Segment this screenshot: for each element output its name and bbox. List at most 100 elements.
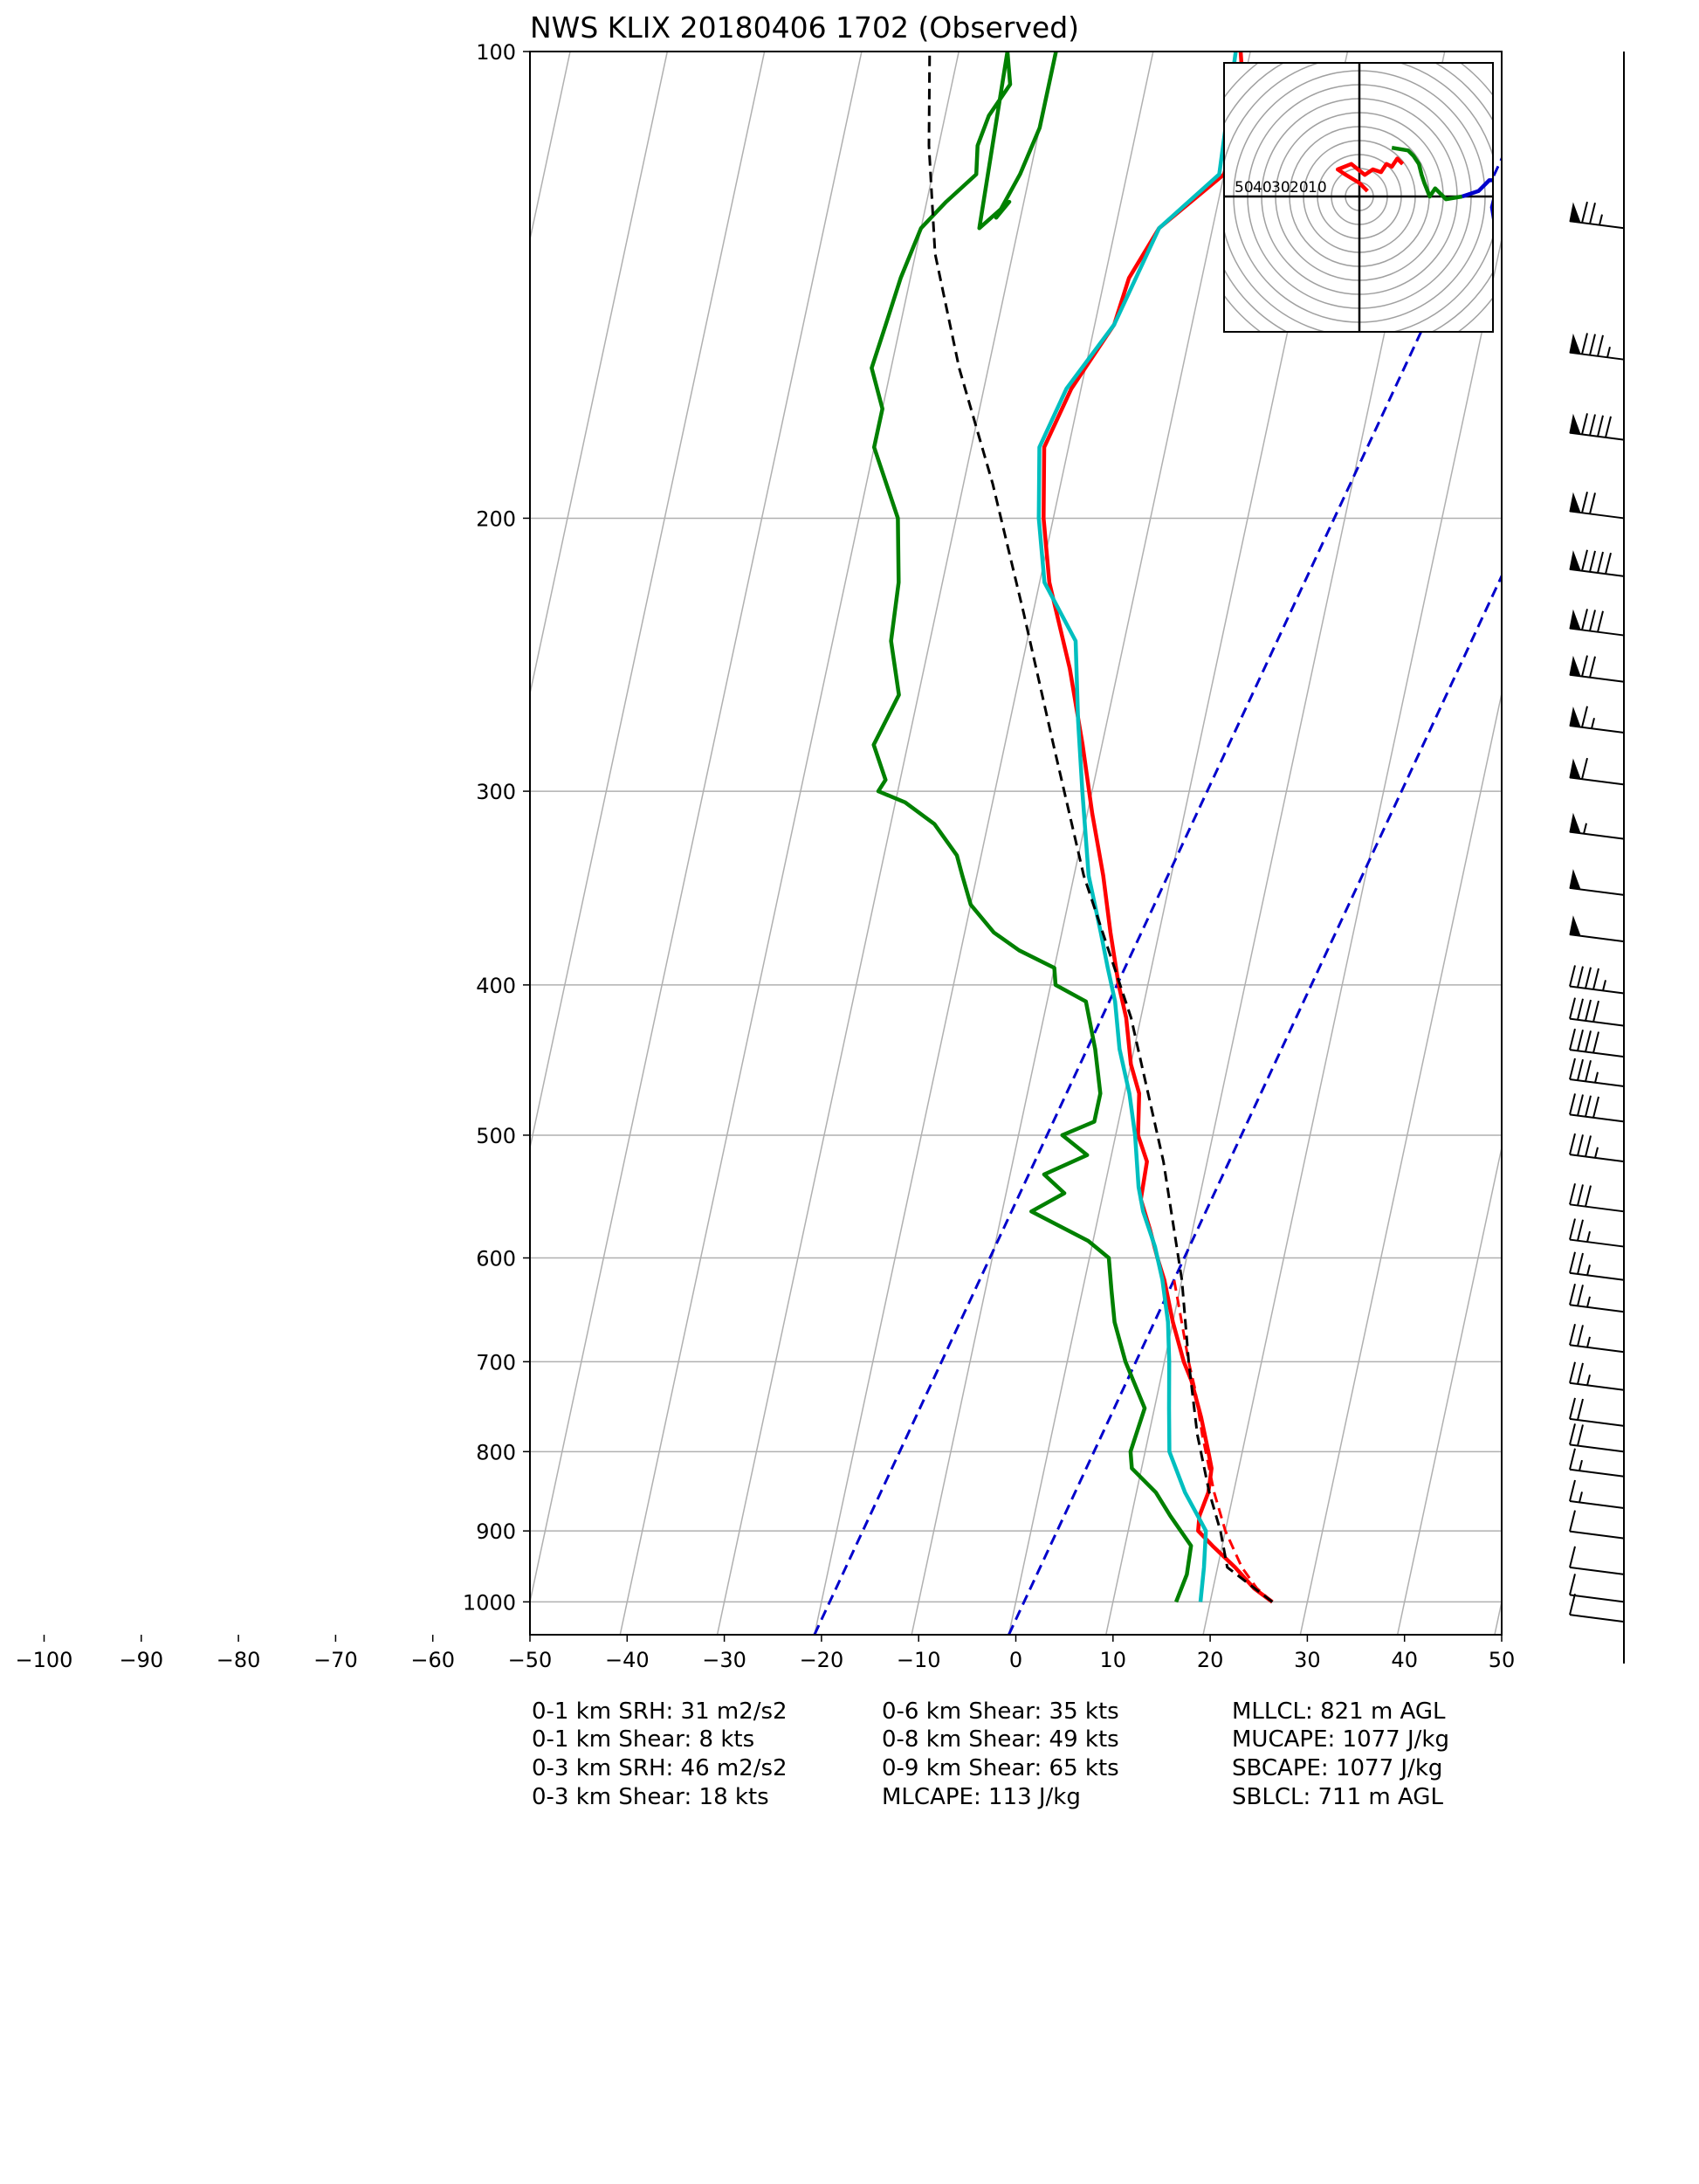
temperature-tick-label: −30 — [702, 1648, 746, 1672]
shear-0-3km: 0-3 km Shear: 18 kts — [532, 1784, 769, 1810]
wind-barb — [1569, 1448, 1625, 1478]
mlcape: MLCAPE: 113 J/kg — [882, 1784, 1081, 1810]
isotherm — [134, 52, 473, 1635]
pressure-tick-label: 900 — [476, 1519, 516, 1544]
temperature-tick-label: 30 — [1294, 1648, 1321, 1672]
wind-barb — [1569, 1133, 1625, 1163]
hodograph-ring-label: 40 — [1253, 179, 1272, 196]
isotherm — [530, 52, 766, 1151]
mixing-ratio-line-1 — [813, 155, 1502, 1635]
wind-barb — [1569, 1028, 1625, 1058]
wind-barb — [1569, 1093, 1625, 1123]
hodograph-trace-3 — [1462, 178, 1493, 224]
shear-0-1km: 0-1 km Shear: 8 kts — [532, 1726, 754, 1753]
hodograph-ring-label: 50 — [1235, 179, 1254, 196]
temperature-tick-label: 40 — [1391, 1648, 1418, 1672]
wind-barb — [1569, 492, 1625, 520]
isotherm — [530, 52, 863, 1605]
wind-barb — [1569, 965, 1625, 995]
wind-barb — [1569, 1251, 1625, 1281]
shear-0-6km: 0-6 km Shear: 35 kts — [882, 1698, 1119, 1725]
pressure-tick-label: 200 — [476, 506, 516, 531]
isotherm — [1494, 1598, 1502, 1635]
indices-col-3: MLLCL: 821 m AGL MUCAPE: 1077 J/kg SBCAP… — [1232, 1698, 1449, 1810]
isotherm — [37, 52, 375, 1635]
indices-col-1: 0-1 km SRH: 31 m2/s2 0-1 km Shear: 8 kts… — [532, 1698, 788, 1810]
sblcl: SBLCL: 711 m AGL — [1232, 1784, 1443, 1810]
temperature-tick-label: −100 — [16, 1648, 73, 1672]
profile-series-4 — [870, 52, 1193, 1603]
hodograph-ring-label: 30 — [1271, 179, 1290, 196]
isotherm — [530, 52, 571, 243]
pressure-tick-label: 300 — [476, 780, 516, 804]
indices-panel: 0-1 km SRH: 31 m2/s2 0-1 km Shear: 8 kts… — [532, 1698, 1449, 1810]
wind-barb — [1569, 1593, 1625, 1623]
wind-barb — [1569, 1510, 1625, 1540]
mllcl: MLLCL: 821 m AGL — [1232, 1698, 1446, 1725]
pressure-tick-label: 800 — [476, 1440, 516, 1464]
mixing-ratio-lines — [813, 155, 1502, 1635]
isotherm — [1396, 1144, 1502, 1635]
wind-barb — [1569, 549, 1625, 577]
wind-barb — [1569, 1546, 1625, 1575]
wind-barb — [1569, 997, 1625, 1027]
temperature-tick-label: −70 — [313, 1648, 358, 1672]
profile-series-5 — [927, 52, 1274, 1603]
hodograph: 50 40 30 20 10 — [1223, 62, 1494, 333]
isotherm — [0, 52, 182, 1635]
pressure-tick-label: 700 — [476, 1350, 516, 1374]
pressure-tick-label: 600 — [476, 1247, 516, 1271]
temperature-tick-label: −90 — [119, 1648, 163, 1672]
hodograph-ring-label: 20 — [1290, 179, 1309, 196]
hodograph-frame — [1223, 62, 1494, 333]
wind-barb — [1569, 1058, 1625, 1087]
shear-0-8km: 0-8 km Shear: 49 kts — [882, 1726, 1119, 1753]
hodograph-trace-1 — [1335, 156, 1405, 193]
hodograph-ring-label: 10 — [1308, 179, 1327, 196]
mixing-ratio-line-2 — [1008, 573, 1502, 1635]
wind-barb — [1569, 706, 1625, 734]
isotherm — [814, 52, 1154, 1635]
wind-barb — [1569, 1183, 1625, 1213]
temperature-axis: −100 −90 −80 −70 −60 −50 −40 −30 −20 −10 0 10 20 30 40… — [16, 1635, 1516, 1672]
wind-barb — [1569, 1423, 1625, 1453]
temperature-tick-label: 0 — [1009, 1648, 1022, 1672]
wind-barb — [1569, 413, 1625, 441]
wind-barbs — [1569, 52, 1625, 1664]
temperature-tick-label: 50 — [1489, 1648, 1516, 1672]
wind-barb — [1569, 333, 1625, 361]
hodograph-plot-area: 50 40 30 20 10 — [1224, 63, 1493, 332]
isotherm — [530, 52, 669, 697]
temperature-tick-label: −80 — [217, 1648, 261, 1672]
temperature-tick-label: −10 — [897, 1648, 941, 1672]
wind-barb — [1569, 1361, 1625, 1391]
wind-barb — [1569, 1283, 1625, 1313]
indices-col-2: 0-6 km Shear: 35 kts 0-8 km Shear: 49 kt… — [882, 1698, 1119, 1810]
isotherm — [911, 52, 1251, 1635]
isotherm — [716, 52, 1057, 1635]
wind-barb — [1569, 915, 1625, 943]
temperature-tick-label: −50 — [508, 1648, 553, 1672]
isotherm — [1299, 690, 1502, 1635]
chart-title: NWS KLIX 20180406 1702 (Observed) — [530, 10, 1079, 45]
grid-lines — [0, 52, 1502, 1635]
wind-barb — [1569, 812, 1625, 840]
hodograph-trace-2 — [1391, 145, 1463, 202]
wind-barb — [1569, 1218, 1625, 1248]
temperature-tick-label: −20 — [800, 1648, 844, 1672]
temperature-tick-label: −40 — [605, 1648, 650, 1672]
temperature-tick-label: 20 — [1197, 1648, 1224, 1672]
profile-series-3 — [1036, 52, 1238, 1602]
profile-series-2 — [1173, 1279, 1274, 1603]
wind-barb — [1569, 1324, 1625, 1354]
wind-barb — [1569, 609, 1625, 637]
srh-0-1km: 0-1 km SRH: 31 m2/s2 — [532, 1698, 788, 1725]
isotherm — [0, 52, 279, 1635]
profile-traces — [870, 52, 1274, 1604]
shear-0-9km: 0-9 km Shear: 65 kts — [882, 1755, 1119, 1781]
pressure-tick-label: 100 — [476, 40, 516, 65]
wind-barb — [1569, 655, 1625, 683]
pressure-tick-label: 1000 — [463, 1590, 516, 1615]
wind-barb — [1569, 1479, 1625, 1509]
wind-barb — [1569, 869, 1625, 896]
